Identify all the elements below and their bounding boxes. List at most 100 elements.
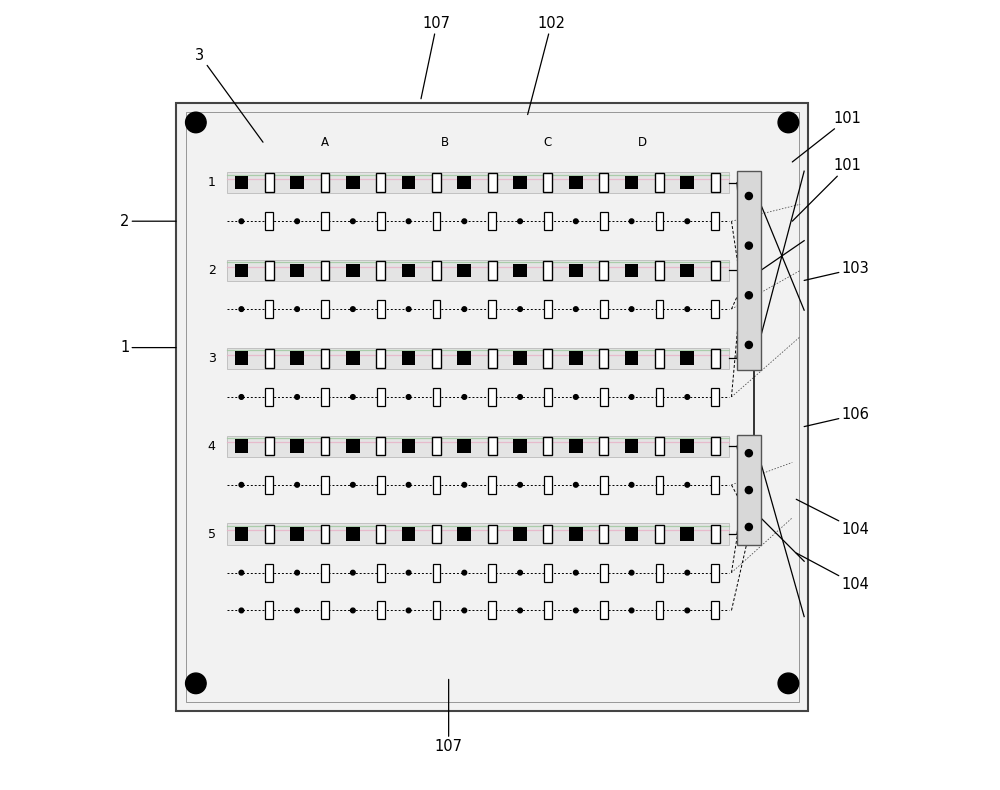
Circle shape	[462, 608, 467, 613]
Bar	[290, 352, 304, 365]
Bar	[321, 525, 329, 544]
Circle shape	[406, 219, 411, 224]
Bar	[227, 348, 729, 369]
Bar	[457, 352, 471, 365]
Bar	[457, 527, 471, 541]
Circle shape	[351, 307, 355, 311]
Bar	[433, 601, 440, 619]
Bar	[176, 103, 808, 711]
Bar	[625, 439, 638, 453]
Bar	[600, 564, 608, 581]
Bar	[265, 525, 274, 544]
Bar	[265, 437, 274, 456]
Circle shape	[295, 570, 299, 575]
Circle shape	[629, 570, 634, 575]
Circle shape	[518, 570, 522, 575]
Circle shape	[186, 673, 206, 694]
Bar	[544, 601, 552, 619]
Bar	[227, 435, 729, 457]
Bar	[625, 175, 638, 190]
Bar	[600, 476, 608, 494]
Bar	[680, 527, 694, 541]
Circle shape	[573, 608, 578, 613]
Text: B: B	[441, 136, 449, 149]
Circle shape	[239, 483, 244, 487]
Bar	[321, 437, 329, 456]
Bar	[433, 300, 440, 318]
Bar	[265, 349, 274, 367]
Bar	[377, 300, 385, 318]
Bar	[402, 175, 415, 190]
Bar	[711, 388, 719, 406]
Bar	[235, 527, 248, 541]
Bar	[544, 213, 552, 230]
Bar	[321, 388, 329, 406]
Bar	[457, 175, 471, 190]
Circle shape	[745, 341, 752, 348]
Bar	[346, 439, 360, 453]
Text: 3: 3	[195, 48, 263, 142]
Bar	[376, 173, 385, 192]
Bar	[376, 525, 385, 544]
Bar	[711, 261, 720, 280]
Circle shape	[295, 395, 299, 399]
Bar	[655, 525, 664, 544]
Circle shape	[295, 483, 299, 487]
Bar	[346, 175, 360, 190]
Bar	[543, 349, 552, 367]
Bar	[265, 173, 274, 192]
Bar	[432, 261, 441, 280]
Circle shape	[745, 292, 752, 299]
Bar	[656, 388, 663, 406]
Bar	[186, 112, 799, 702]
Bar	[488, 564, 496, 581]
Bar	[235, 264, 248, 277]
Circle shape	[462, 570, 467, 575]
Bar	[625, 352, 638, 365]
Text: 106: 106	[804, 408, 869, 427]
Circle shape	[295, 608, 299, 613]
Bar	[488, 388, 496, 406]
Bar	[290, 439, 304, 453]
Text: 4: 4	[208, 440, 216, 453]
Bar	[711, 601, 719, 619]
Bar	[290, 264, 304, 277]
Circle shape	[745, 524, 752, 531]
Bar	[711, 564, 719, 581]
Circle shape	[518, 483, 522, 487]
Text: 102: 102	[528, 17, 565, 115]
Bar	[227, 260, 729, 281]
Bar	[290, 175, 304, 190]
Circle shape	[685, 608, 690, 613]
Circle shape	[778, 673, 799, 694]
Bar	[402, 352, 415, 365]
Bar	[625, 264, 638, 277]
Bar	[376, 349, 385, 367]
Bar	[227, 172, 729, 193]
Bar	[625, 527, 638, 541]
Circle shape	[518, 219, 522, 224]
Bar	[376, 261, 385, 280]
Bar	[569, 352, 583, 365]
Bar	[543, 173, 552, 192]
Bar	[544, 300, 552, 318]
Circle shape	[406, 395, 411, 399]
Bar	[656, 601, 663, 619]
Bar	[711, 476, 719, 494]
Circle shape	[573, 307, 578, 311]
Circle shape	[351, 608, 355, 613]
Bar	[457, 264, 471, 277]
Circle shape	[778, 112, 799, 133]
Circle shape	[629, 307, 634, 311]
Bar	[680, 175, 694, 190]
Bar	[543, 525, 552, 544]
Bar	[543, 261, 552, 280]
Bar	[711, 437, 720, 456]
Circle shape	[573, 395, 578, 399]
Bar	[321, 476, 329, 494]
Bar	[488, 601, 496, 619]
Circle shape	[406, 483, 411, 487]
Bar	[402, 264, 415, 277]
Circle shape	[745, 193, 752, 200]
Bar	[656, 564, 663, 581]
